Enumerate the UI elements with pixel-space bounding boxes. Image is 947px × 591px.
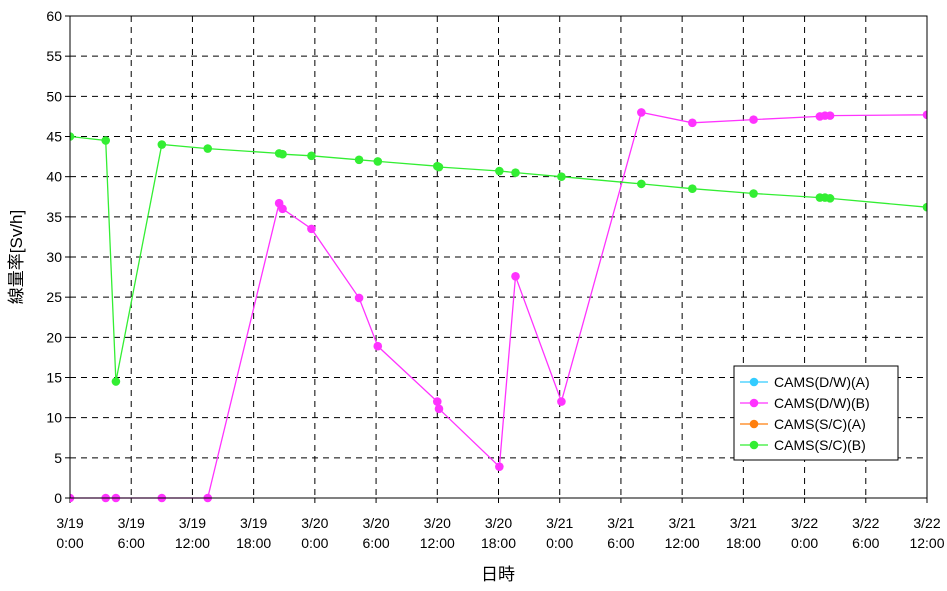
x-tick-label-time: 0:00 [546,535,573,551]
x-tick-label-date: 3/22 [852,515,879,531]
data-point [688,118,697,128]
data-point [101,136,111,145]
y-tick-label: 0 [54,490,62,506]
x-tick-label-time: 6:00 [362,535,389,551]
y-tick-label: 45 [46,129,62,145]
legend-swatch-marker [749,398,759,408]
data-point [70,132,75,141]
x-tick-label-time: 6:00 [607,535,634,551]
x-tick-label-time: 0:00 [791,535,818,551]
data-point [637,179,646,189]
legend-label: CAMS(S/C)(B) [774,437,866,453]
data-point [111,377,121,386]
x-tick-label-date: 3/21 [546,515,573,531]
x-tick-label-date: 3/20 [301,515,328,531]
plot-area-border [69,15,928,499]
series-CAMS(S/C)(B) [70,132,927,386]
x-tick-label-time: 0:00 [301,535,328,551]
y-tick-label: 30 [46,249,62,265]
x-axis-title: 日時 [481,565,515,584]
x-tick-label-time: 0:00 [56,535,83,551]
x-tick-label-time: 18:00 [481,535,516,551]
data-point [922,110,927,120]
data-point [278,149,287,159]
series-layer [70,108,927,503]
y-tick-label: 50 [46,88,62,104]
legend-swatch-marker [749,440,759,450]
data-point [373,157,383,166]
x-tick-label-date: 3/20 [424,515,451,531]
legend-label: CAMS(D/W)(A) [774,374,870,390]
x-tick-label-time: 12:00 [665,535,700,551]
legend-label: CAMS(S/C)(A) [774,416,866,432]
x-tick-label-time: 6:00 [118,535,145,551]
y-tick-label: 25 [46,289,62,305]
legend-swatch-marker [749,377,759,387]
data-point [511,271,520,281]
x-tick-label-time: 12:00 [175,535,210,551]
data-point [557,397,566,406]
y-axis-title: 線量率[Sv/h] [7,210,26,304]
data-point [637,108,646,117]
data-point [157,140,167,149]
data-point [749,189,758,198]
data-point [511,168,520,177]
legend-item: CAMS(S/C)(A) [740,416,866,432]
x-tick-label-date: 3/20 [485,515,512,531]
data-point [278,204,287,214]
y-tick-label: 10 [46,410,62,426]
x-tick-label-date: 3/19 [118,515,145,531]
x-tick-label-date: 3/19 [179,515,206,531]
x-tick-label-time: 6:00 [852,535,879,551]
legend-item: CAMS(D/W)(B) [740,395,870,411]
x-tick-label-time: 12:00 [420,535,455,551]
x-tick-label-time: 18:00 [236,535,271,551]
axis-layer: 0 5 10 15 20 25 30 35 40 45 50 55 60 3/19 0:00 3/19 6:00… [46,8,944,551]
y-tick-label: 35 [46,209,62,225]
x-tick-label-date: 3/19 [56,515,83,531]
data-point [432,397,442,406]
legend-label: CAMS(D/W)(B) [774,395,870,411]
series-CAMS(D/W)(B) [70,108,927,503]
y-tick-label: 55 [46,48,62,64]
y-tick-label: 20 [46,329,62,345]
data-point [495,462,504,471]
data-point [307,224,316,234]
data-point [749,115,758,124]
data-point [203,144,213,153]
data-point [825,111,835,120]
data-point [307,151,316,161]
data-point [825,194,835,203]
x-tick-label-date: 3/21 [669,515,696,531]
y-tick-label: 15 [46,370,62,386]
data-point [373,341,383,351]
x-tick-label-time: 12:00 [909,535,944,551]
data-point [354,293,364,303]
legend: CAMS(D/W)(A) CAMS(D/W)(B) CAMS(S/C)(A) CAMS… [733,365,899,461]
data-point [922,202,927,212]
y-tick-label: 5 [54,450,62,466]
data-point [354,155,364,165]
y-tick-label: 40 [46,169,62,185]
data-point [434,404,444,414]
legend-item: CAMS(D/W)(A) [740,374,870,390]
x-tick-label-time: 18:00 [726,535,761,551]
x-tick-label-date: 3/21 [607,515,634,531]
legend-swatch-marker [749,419,759,429]
data-point [434,162,444,172]
data-point [688,184,697,194]
x-tick-label-date: 3/19 [240,515,267,531]
data-point [557,172,566,181]
y-tick-label: 60 [46,8,62,24]
data-point [495,166,504,176]
x-tick-label-date: 3/21 [730,515,757,531]
x-tick-label-date: 3/20 [362,515,389,531]
x-tick-label-date: 3/22 [913,515,940,531]
legend-item: CAMS(S/C)(B) [740,437,866,453]
x-tick-label-date: 3/22 [791,515,818,531]
